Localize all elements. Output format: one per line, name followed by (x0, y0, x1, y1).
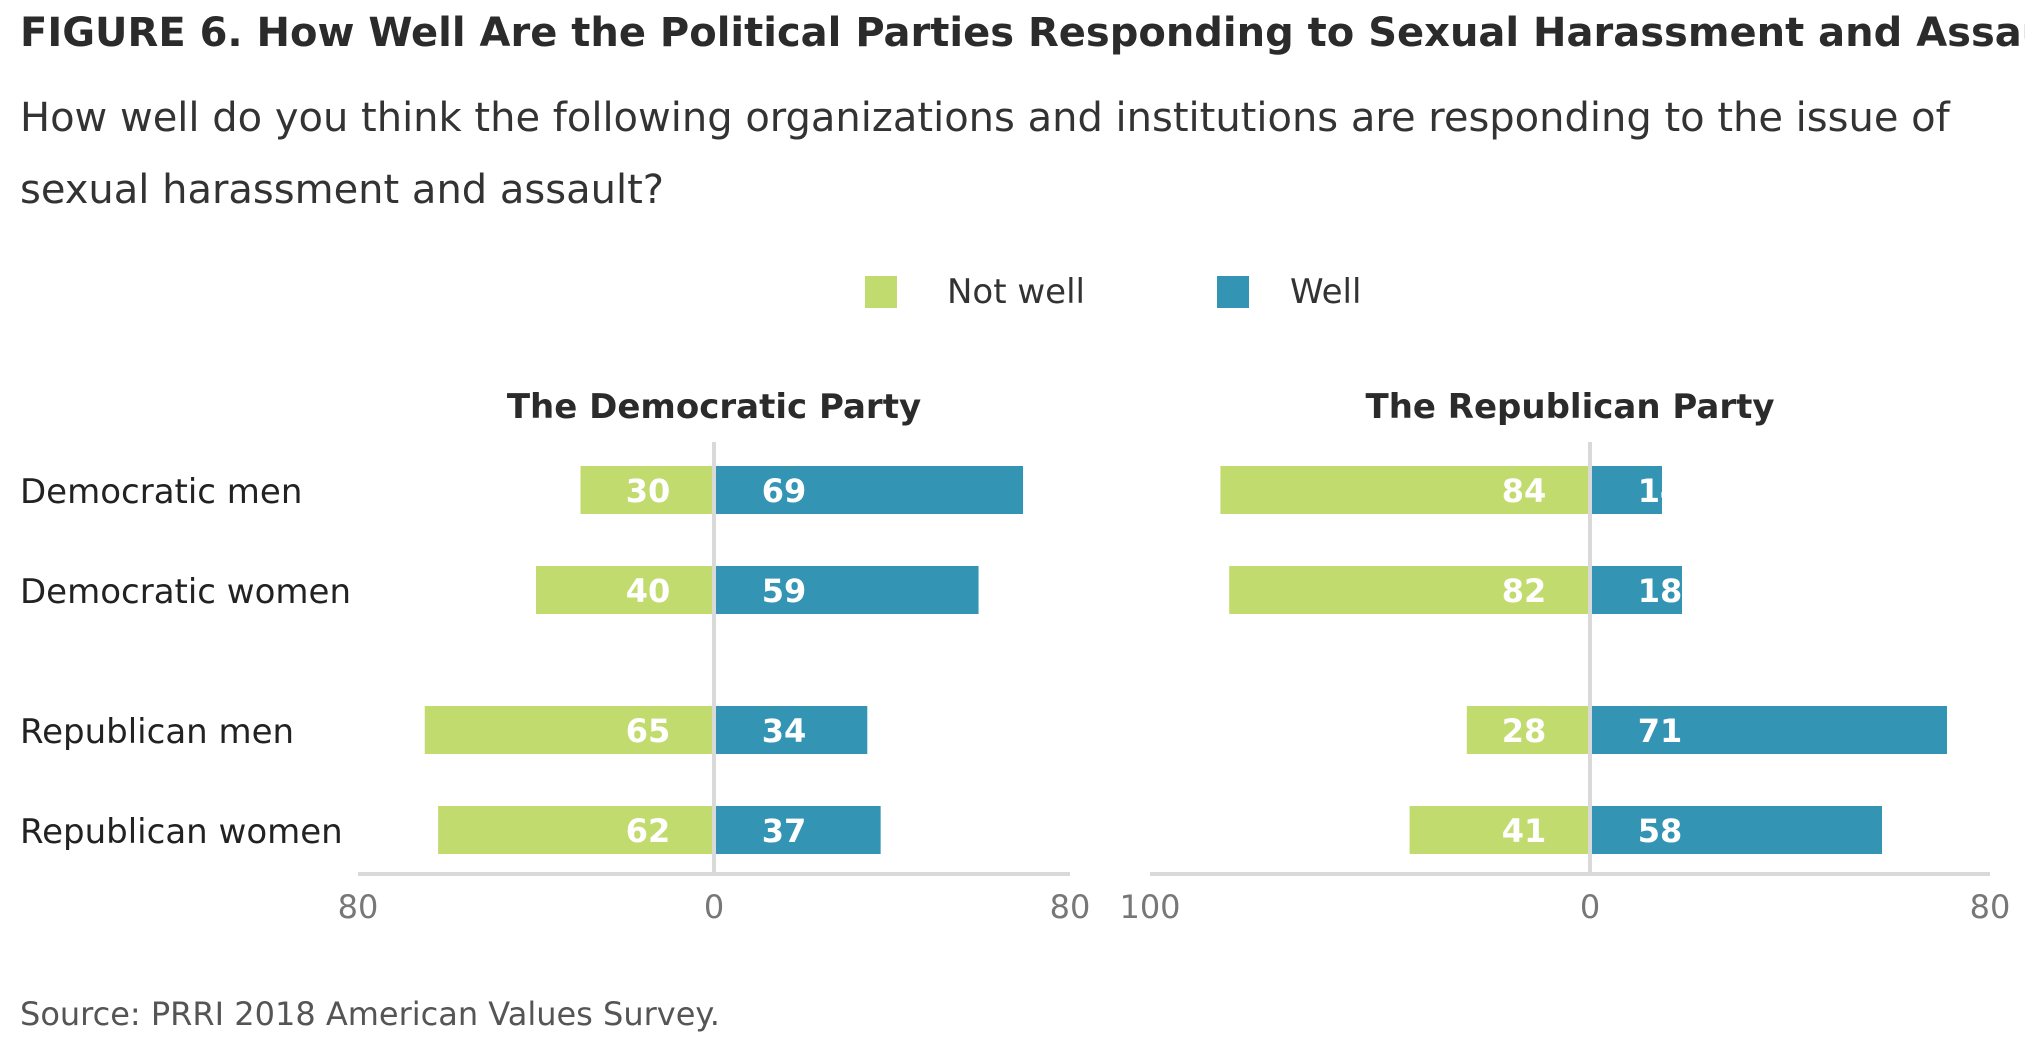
bar-well-p1-r2 (716, 566, 979, 614)
bar-well-p2-r1 (1592, 466, 1662, 514)
tick-label-p1-3: 80 (1050, 888, 1091, 926)
bar-not-well-p1-r3 (424, 706, 714, 754)
source-note: Source: PRRI 2018 American Values Survey… (20, 995, 720, 1033)
legend-label-not-well: Not well (947, 272, 1085, 312)
category-label-democratic-men: Democratic men (20, 472, 302, 512)
data-label-well-p2-r4: 58 (1638, 812, 1683, 850)
legend-label-well: Well (1290, 272, 1362, 312)
data-label-not-well-p1-r3: 65 (626, 712, 671, 750)
data-label-well-p2-r2: 18 (1638, 572, 1683, 610)
bar-well-p1-r1 (716, 466, 1024, 514)
bar-not-well-p2-r1 (1220, 466, 1590, 514)
tick-label-p2-3: 80 (1970, 888, 2011, 926)
bar-well-p2-r3 (1592, 706, 1947, 754)
bar-well-p1-r3 (716, 706, 868, 754)
panel-title-1: The Democratic Party (507, 387, 921, 427)
tick-label-p1-2: 0 (704, 888, 724, 926)
legend-swatch-not-well (865, 276, 897, 308)
data-label-well-p1-r3: 34 (762, 712, 807, 750)
chart-title: FIGURE 6. How Well Are the Political Par… (20, 10, 2025, 56)
category-label-democratic-women: Democratic women (20, 572, 351, 612)
data-label-not-well-p1-r4: 62 (626, 812, 671, 850)
legend-swatch-well (1217, 276, 1249, 308)
bar-well-p2-r4 (1592, 806, 1882, 854)
bar-well-p2-r2 (1592, 566, 1682, 614)
chart-subtitle: How well do you think the following orga… (20, 95, 1950, 213)
bar-not-well-p2-r3 (1466, 706, 1590, 754)
category-label-republican-women: Republican women (20, 812, 343, 852)
bar-not-well-p1-r2 (536, 566, 714, 614)
bar-not-well-p2-r2 (1229, 566, 1590, 614)
bar-not-well-p2-r4 (1409, 806, 1590, 854)
data-label-well-p2-r3: 71 (1638, 712, 1683, 750)
data-label-well-p1-r4: 37 (762, 812, 807, 850)
data-label-not-well-p1-r2: 40 (626, 572, 671, 610)
data-label-well-p2-r1: 14 (1638, 472, 1683, 510)
data-label-not-well-p2-r4: 41 (1502, 812, 1547, 850)
data-label-not-well-p1-r1: 30 (626, 472, 671, 510)
bar-well-p1-r4 (716, 806, 881, 854)
tick-label-p2-1: 100 (1119, 888, 1180, 926)
tick-label-p1-1: 80 (338, 888, 379, 926)
data-label-well-p1-r1: 69 (762, 472, 807, 510)
bar-not-well-p1-r1 (580, 466, 714, 514)
data-label-not-well-p2-r1: 84 (1502, 472, 1547, 510)
data-label-not-well-p2-r2: 82 (1502, 572, 1547, 610)
bar-not-well-p1-r4 (438, 806, 714, 854)
data-label-not-well-p2-r3: 28 (1502, 712, 1547, 750)
panel-title-2: The Republican Party (1366, 387, 1775, 427)
tick-label-p2-2: 0 (1580, 888, 1600, 926)
category-label-republican-men: Republican men (20, 712, 294, 752)
data-label-well-p1-r2: 59 (762, 572, 807, 610)
legend: Not well Well (0, 272, 2025, 312)
